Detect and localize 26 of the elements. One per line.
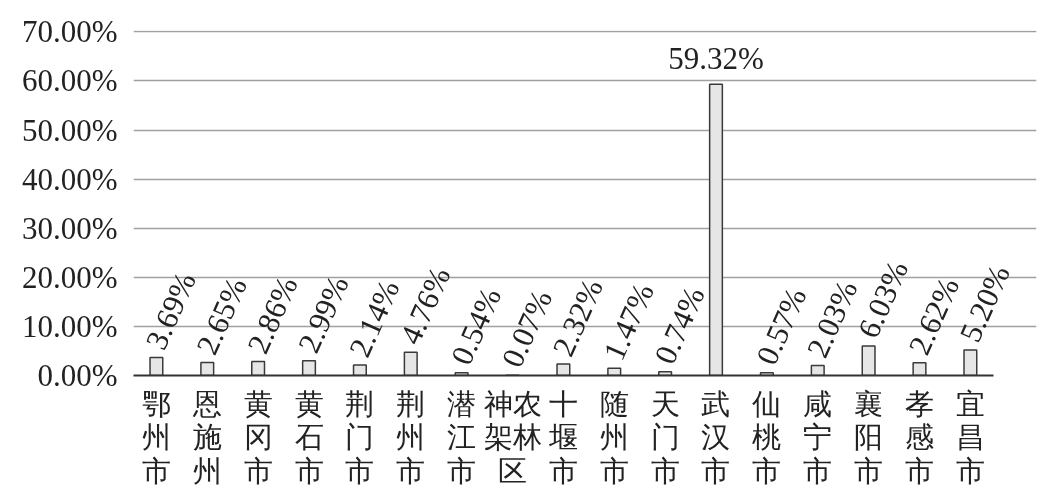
x-tick-label: 武汉市 bbox=[701, 387, 731, 487]
x-tick-label: 宜昌市 bbox=[955, 387, 985, 487]
x-tick-label: 随州市 bbox=[599, 387, 629, 487]
y-tick-label: 50.00% bbox=[21, 112, 118, 148]
x-tick-label: 恩施州 bbox=[191, 387, 222, 487]
x-tick-label: 鄂州市 bbox=[141, 387, 171, 487]
x-tick-label: 黄石市 bbox=[294, 387, 324, 487]
x-tick-label: 仙桃市 bbox=[752, 387, 782, 487]
x-tick-label: 神农架林区 bbox=[483, 387, 542, 487]
y-tick-label: 40.00% bbox=[21, 161, 118, 197]
y-tick-label: 70.00% bbox=[21, 14, 118, 50]
x-tick-label: 襄阳市 bbox=[854, 387, 884, 487]
x-tick-label: 咸宁市 bbox=[803, 387, 833, 487]
x-tick-label: 荆州市 bbox=[396, 387, 426, 487]
y-tick-label: 20.00% bbox=[21, 259, 118, 295]
y-tick-label: 30.00% bbox=[21, 210, 118, 246]
x-tick-label: 十堰市 bbox=[547, 387, 578, 487]
x-tick-label: 天门市 bbox=[650, 387, 680, 487]
x-tick-label: 黄冈市 bbox=[243, 387, 273, 487]
x-tick-label: 荆门市 bbox=[345, 387, 375, 487]
data-label: 59.32% bbox=[668, 41, 764, 77]
x-tick-label: 潜江市 bbox=[447, 387, 477, 487]
y-tick-label: 60.00% bbox=[21, 63, 118, 99]
y-tick-label: 0.00% bbox=[37, 358, 118, 393]
y-tick-label: 10.00% bbox=[21, 308, 118, 344]
x-tick-label: 孝感市 bbox=[904, 387, 934, 487]
